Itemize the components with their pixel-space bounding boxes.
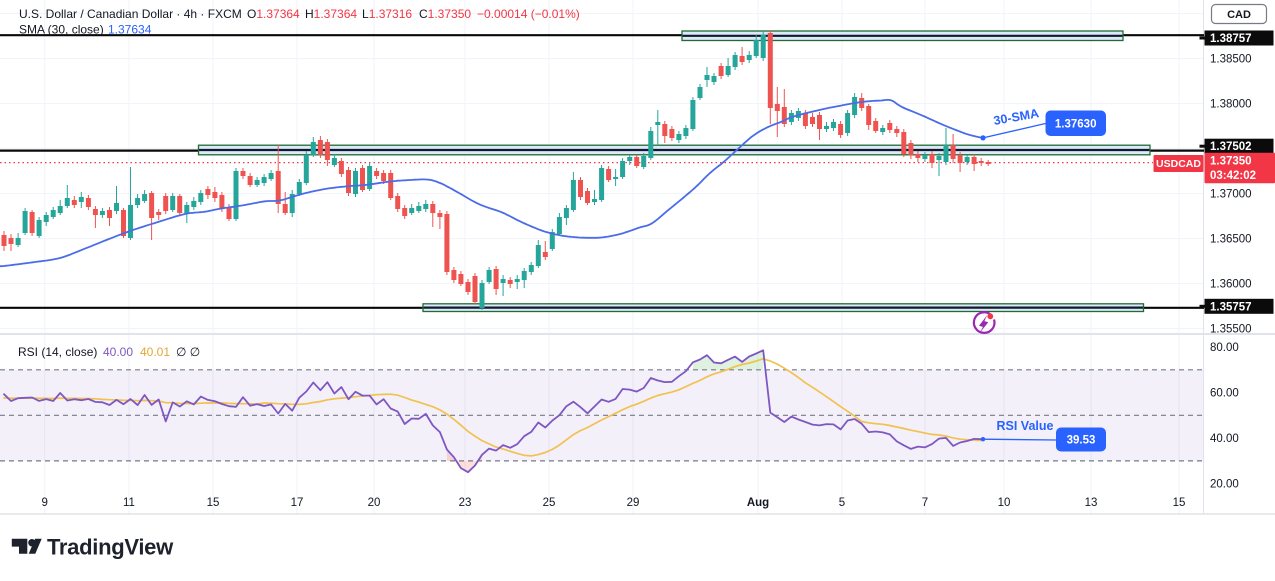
svg-text:9: 9 bbox=[41, 497, 47, 509]
svg-text:U.S. Dollar / Canadian Dollar: U.S. Dollar / Canadian Dollar · 4h · FXC… bbox=[19, 7, 580, 21]
svg-text:15: 15 bbox=[207, 497, 220, 509]
svg-text:1.35757: 1.35757 bbox=[1210, 301, 1252, 313]
svg-text:25: 25 bbox=[543, 497, 556, 509]
svg-text:1.38500: 1.38500 bbox=[1210, 54, 1252, 66]
svg-text:CAD: CAD bbox=[1227, 9, 1251, 21]
svg-text:1.37000: 1.37000 bbox=[1210, 189, 1252, 201]
svg-text:1.37350: 1.37350 bbox=[1210, 156, 1252, 168]
svg-text:17: 17 bbox=[291, 497, 304, 509]
svg-text:13: 13 bbox=[1085, 497, 1098, 509]
svg-text:RSI Value: RSI Value bbox=[997, 419, 1054, 433]
svg-text:60.00: 60.00 bbox=[1210, 388, 1239, 400]
svg-text:1.38757: 1.38757 bbox=[1210, 33, 1252, 45]
svg-text:SMA (30, close)1.37634: SMA (30, close)1.37634 bbox=[19, 23, 152, 37]
svg-text:10: 10 bbox=[998, 497, 1011, 509]
svg-text:15: 15 bbox=[1173, 497, 1186, 509]
svg-text:1.38000: 1.38000 bbox=[1210, 99, 1252, 111]
svg-text:23: 23 bbox=[459, 497, 472, 509]
svg-text:39.53: 39.53 bbox=[1067, 435, 1096, 447]
svg-text:Aug: Aug bbox=[747, 497, 769, 509]
svg-text:80.00: 80.00 bbox=[1210, 342, 1239, 354]
svg-text:1.37630: 1.37630 bbox=[1055, 119, 1097, 131]
svg-text:5: 5 bbox=[839, 497, 845, 509]
svg-text:1.37502: 1.37502 bbox=[1210, 141, 1252, 153]
svg-text:1.36500: 1.36500 bbox=[1210, 234, 1252, 246]
svg-text:29: 29 bbox=[627, 497, 640, 509]
svg-text:TradingView: TradingView bbox=[47, 535, 174, 560]
svg-text:USDCAD: USDCAD bbox=[1156, 158, 1201, 170]
svg-text:20.00: 20.00 bbox=[1210, 479, 1239, 491]
svg-text:11: 11 bbox=[123, 497, 135, 509]
svg-text:1.35500: 1.35500 bbox=[1210, 324, 1252, 336]
svg-text:1.36000: 1.36000 bbox=[1210, 279, 1252, 291]
svg-text:03:42:02: 03:42:02 bbox=[1210, 170, 1256, 182]
svg-text:40.00: 40.00 bbox=[1210, 433, 1239, 445]
svg-text:7: 7 bbox=[922, 497, 928, 509]
svg-text:20: 20 bbox=[368, 497, 381, 509]
